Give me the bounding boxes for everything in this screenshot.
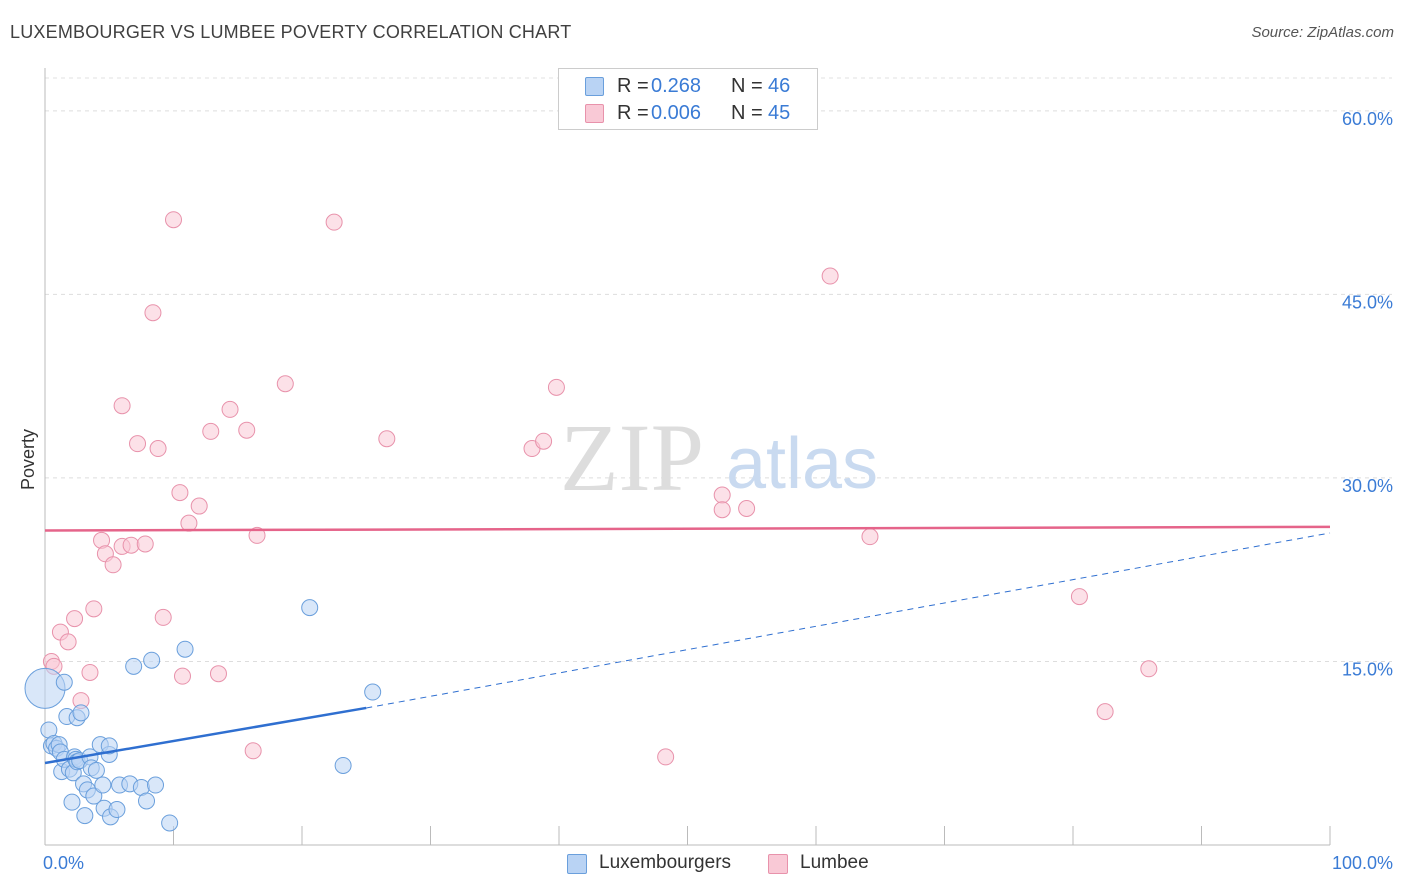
grid-lines [45, 77, 1392, 662]
luxembourgers-point [147, 776, 165, 794]
luxembourgers-point [72, 704, 90, 722]
source-credit: Source: ZipAtlas.com [1251, 24, 1394, 41]
axes [44, 68, 1331, 846]
lumbee-point [136, 535, 154, 553]
legend-row-lumbee: R = 0.006 N = 45 [559, 101, 817, 127]
luxembourgers-point [138, 792, 156, 810]
lumbee-point [821, 267, 839, 285]
luxembourgers-point [301, 599, 319, 617]
lumbee-point [59, 633, 77, 651]
watermark-zip: ZIP [560, 404, 704, 511]
lumbee-point [173, 667, 191, 685]
lumbee-point [81, 663, 99, 681]
lumbee-point [129, 435, 147, 453]
watermark-atlas: atlas [726, 424, 878, 504]
legend-label-luxembourgers: Luxembourgers [599, 852, 732, 873]
legend-r-label: R = [617, 102, 649, 124]
trend-lines [44, 525, 1331, 765]
lumbee-point [325, 213, 343, 231]
lumbee-point [149, 440, 167, 458]
x-tick-label: 0.0% [43, 853, 84, 873]
tick-labels: 15.0% 30.0% 45.0% 60.0% 0.0% 100.0% [43, 109, 1393, 873]
chart-title: LUXEMBOURGER VS LUMBEE POVERTY CORRELATI… [10, 22, 572, 42]
lumbee-point [171, 484, 189, 502]
lumbee-point [154, 608, 172, 626]
luxembourgers-point [85, 787, 103, 805]
lumbee-point [180, 514, 198, 532]
luxembourgers-point [87, 761, 105, 779]
legend-n-value: 45 [768, 102, 791, 124]
legend-n-label: N = [731, 102, 763, 124]
lumbee-point [1070, 588, 1088, 606]
lumbee-point [1096, 703, 1114, 721]
lumbee-point [713, 501, 731, 519]
luxembourgers-trend-extension [366, 532, 1331, 709]
luxembourgers-point [63, 793, 81, 811]
luxembourgers-point [55, 673, 73, 691]
lumbee-point [378, 430, 396, 448]
luxembourgers-point [94, 776, 112, 794]
x-tick-label: 100.0% [1332, 853, 1393, 873]
legend-r-value: 0.006 [651, 102, 702, 124]
lumbee-point [238, 421, 256, 439]
luxembourgers-point [364, 683, 382, 701]
y-tick-label: 15.0% [1342, 659, 1393, 679]
lumbee-points [42, 211, 1158, 766]
correlation-legend: R = 0.268 N = 46 R = 0.006 N = 45 [558, 68, 818, 130]
y-tick-label: 30.0% [1342, 476, 1393, 496]
lumbee-trend-line [44, 525, 1331, 532]
legend-swatch-lumbee [585, 104, 604, 123]
lumbee-point [144, 304, 162, 322]
lumbee-point [113, 397, 131, 415]
luxembourgers-point [108, 801, 126, 819]
lumbee-point [276, 375, 294, 393]
lumbee-point [122, 536, 140, 554]
lumbee-point [66, 610, 84, 628]
luxembourgers-point [100, 737, 118, 755]
lumbee-point [104, 556, 122, 574]
lumbee-point [547, 378, 565, 396]
legend-label-lumbee: Lumbee [800, 852, 869, 873]
lumbee-point [244, 742, 262, 760]
legend-n-value: 46 [768, 75, 791, 97]
legend-swatch-luxembourgers [585, 77, 604, 96]
lumbee-point [535, 432, 553, 450]
watermark: ZIP atlas [560, 404, 878, 511]
lumbee-point [202, 422, 220, 440]
legend-swatch-luxembourgers [567, 854, 587, 874]
legend-n-label: N = [731, 75, 763, 97]
lumbee-point [165, 211, 182, 229]
luxembourgers-point [76, 807, 94, 825]
legend-r-value: 0.268 [651, 75, 702, 97]
lumbee-point [861, 528, 879, 546]
lumbee-point [85, 600, 103, 618]
legend-r-label: R = [617, 75, 649, 97]
y-axis-label: Poverty [18, 428, 38, 490]
lumbee-point [713, 486, 731, 504]
y-tick-label: 60.0% [1342, 109, 1393, 129]
legend-row-luxembourgers: R = 0.268 N = 46 [559, 74, 817, 100]
lumbee-point [1140, 660, 1158, 678]
luxembourgers-point [143, 651, 161, 669]
y-tick-label: 45.0% [1342, 292, 1393, 312]
luxembourgers-point [334, 756, 352, 774]
luxembourgers-point [176, 640, 194, 658]
lumbee-point [209, 665, 227, 683]
lumbee-point [221, 400, 239, 418]
luxembourgers-trend-line [44, 706, 367, 765]
lumbee-point [738, 500, 756, 518]
lumbee-point [190, 497, 208, 515]
lumbee-point [248, 526, 266, 544]
luxembourgers-point [125, 657, 143, 675]
luxembourgers-point [161, 814, 179, 832]
lumbee-point [657, 748, 675, 766]
legend-swatch-lumbee [768, 854, 788, 874]
